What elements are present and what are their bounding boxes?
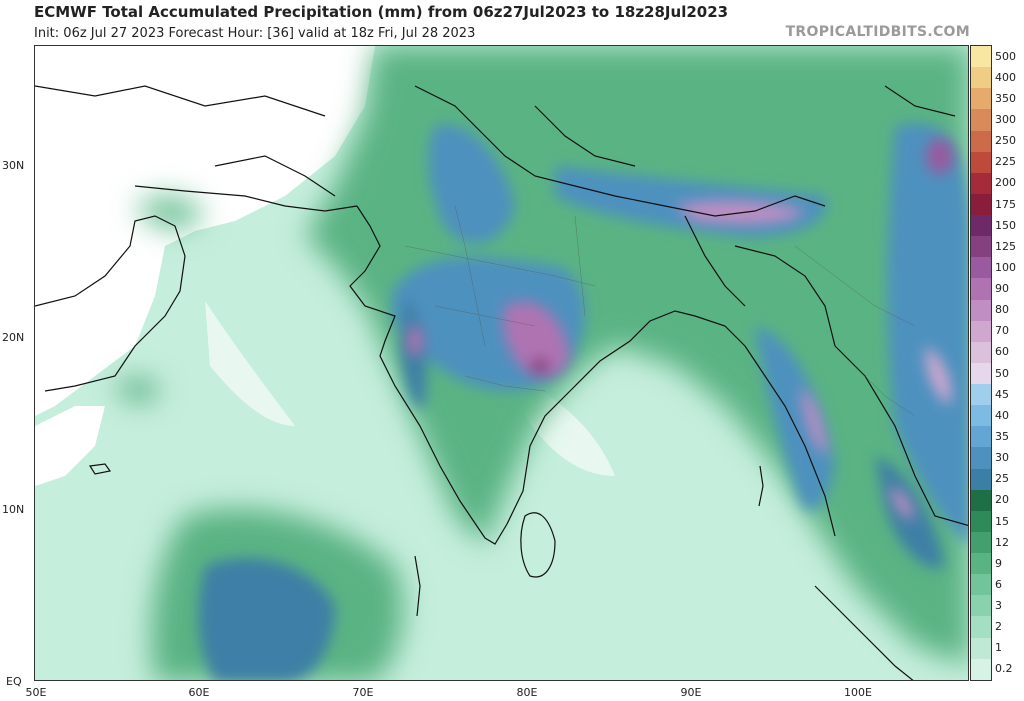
colorbar-swatch — [971, 616, 991, 638]
colorbar-label: 175 — [995, 197, 1016, 211]
lat-label-20n: 20N — [2, 331, 25, 344]
colorbar-swatch — [971, 489, 991, 511]
lat-label-10n: 10N — [2, 503, 25, 516]
brand-watermark: TROPICALTIDBITS.COM — [785, 24, 970, 40]
colorbar-swatch — [971, 172, 991, 194]
lon-label-80e: 80E — [516, 686, 538, 699]
colorbar-swatch — [971, 151, 991, 173]
map-subtitle: Init: 06z Jul 27 2023 Forecast Hour: [36… — [34, 26, 476, 41]
colorbar-label: 125 — [995, 239, 1016, 253]
colorbar-label: 300 — [995, 112, 1016, 126]
lat-label-eq: EQ — [6, 675, 22, 688]
colorbar-label: 40 — [995, 408, 1009, 422]
colorbar-swatch — [971, 574, 991, 596]
lon-label-90e: 90E — [680, 686, 702, 699]
lon-label-60e: 60E — [188, 686, 210, 699]
colorbar-label: 150 — [995, 218, 1016, 232]
colorbar-swatch — [971, 341, 991, 363]
colorbar-swatch — [971, 362, 991, 384]
lat-label-30n: 30N — [2, 159, 25, 172]
colorbar-label: 400 — [995, 70, 1016, 84]
colorbar-swatch — [971, 46, 991, 68]
colorbar-label: 80 — [995, 303, 1009, 317]
colorbar-swatch — [971, 320, 991, 342]
colorbar-label: 45 — [995, 387, 1009, 401]
colorbar-swatch — [971, 384, 991, 406]
colorbar-label: 15 — [995, 514, 1009, 528]
precipitation-map — [34, 45, 969, 681]
colorbar-label: 225 — [995, 155, 1016, 169]
precip-colorbar — [970, 45, 992, 681]
colorbar-swatch — [971, 510, 991, 532]
colorbar-label: 9 — [995, 556, 1002, 570]
colorbar-label: 30 — [995, 451, 1009, 465]
colorbar-label: 25 — [995, 472, 1009, 486]
colorbar-label: 20 — [995, 493, 1009, 507]
colorbar-label: 1 — [995, 641, 1002, 655]
colorbar-swatch — [971, 426, 991, 448]
colorbar-label: 70 — [995, 324, 1009, 338]
colorbar-label: 200 — [995, 176, 1016, 190]
colorbar-label: 100 — [995, 260, 1016, 274]
colorbar-swatch — [971, 193, 991, 215]
colorbar-swatch — [971, 658, 991, 680]
colorbar-swatch — [971, 130, 991, 152]
colorbar-label: 250 — [995, 134, 1016, 148]
colorbar-swatch — [971, 531, 991, 553]
colorbar-swatch — [971, 595, 991, 617]
colorbar-label: 500 — [995, 49, 1016, 63]
colorbar-label: 3 — [995, 599, 1002, 613]
colorbar-label: 2 — [995, 620, 1002, 634]
colorbar-swatch — [971, 447, 991, 469]
lon-label-50e: 50E — [25, 686, 47, 699]
lon-label-100e: 100E — [844, 686, 872, 699]
lon-label-70e: 70E — [352, 686, 374, 699]
precip-heavy — [198, 123, 968, 680]
colorbar-swatch — [971, 405, 991, 427]
map-title: ECMWF Total Accumulated Precipitation (m… — [34, 3, 729, 21]
colorbar-label: 90 — [995, 282, 1009, 296]
colorbar-swatch — [971, 299, 991, 321]
colorbar-swatch — [971, 236, 991, 258]
internal-borders — [404, 205, 916, 417]
colorbar-swatch — [971, 257, 991, 279]
colorbar-label: 0.2 — [995, 662, 1013, 676]
colorbar-swatch — [971, 109, 991, 131]
precip-very-heavy — [407, 138, 954, 521]
map-canvas — [35, 46, 968, 680]
colorbar-swatch — [971, 88, 991, 110]
colorbar-swatch — [971, 67, 991, 89]
colorbar-label: 35 — [995, 429, 1009, 443]
colorbar-label: 50 — [995, 366, 1009, 380]
colorbar-swatch — [971, 637, 991, 659]
coastlines — [35, 85, 968, 680]
colorbar-swatch — [971, 468, 991, 490]
colorbar-label: 350 — [995, 91, 1016, 105]
colorbar-swatch — [971, 553, 991, 575]
colorbar-label: 6 — [995, 577, 1002, 591]
colorbar-label: 60 — [995, 345, 1009, 359]
colorbar-swatch — [971, 278, 991, 300]
colorbar-label: 12 — [995, 535, 1009, 549]
colorbar-swatch — [971, 215, 991, 237]
